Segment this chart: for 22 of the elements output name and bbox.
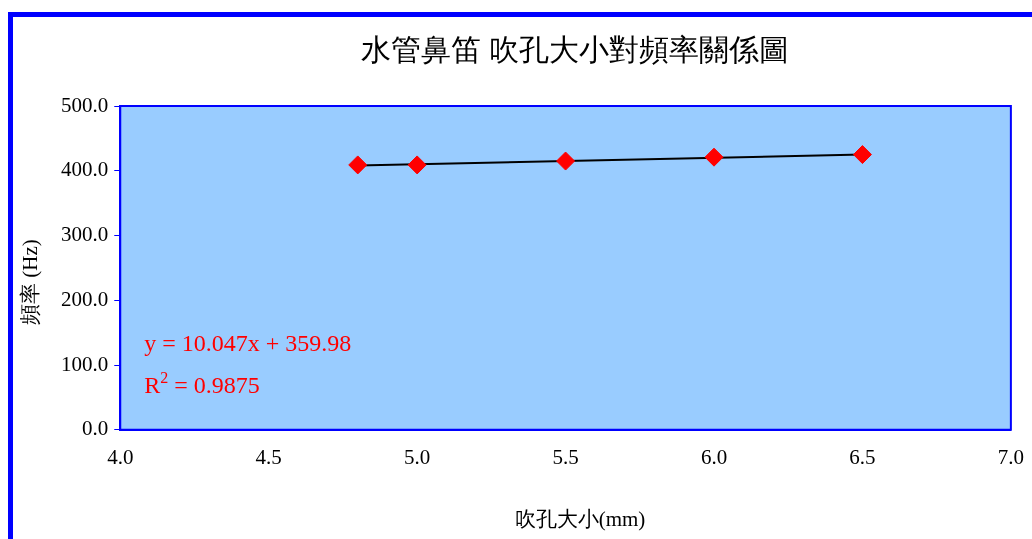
y-axis-title: 頻率 (Hz) [17, 238, 43, 327]
chart-title: 水管鼻笛 吹孔大小對頻率關係圖 [360, 32, 790, 68]
x-tick-label: 6.5 [849, 444, 876, 469]
x-tick-label: 7.0 [997, 444, 1024, 469]
point [348, 155, 368, 175]
y-tick-label: 500.0 [61, 92, 109, 117]
point [704, 147, 724, 167]
x-tick-label: 6.0 [700, 444, 728, 469]
y-tick-label: 300.0 [61, 222, 109, 247]
y-tick-label: 100.0 [61, 351, 109, 376]
y-tick-label: 200.0 [61, 286, 109, 311]
point [852, 145, 872, 165]
annotation: y = 10.047x + 359.98 [144, 330, 352, 356]
x-tick-label: 5.0 [404, 444, 431, 469]
y-tick-label: 400.0 [61, 157, 109, 182]
point [407, 155, 427, 175]
point [556, 151, 576, 171]
x-tick-label: 4.0 [107, 444, 134, 469]
x-tick-label: 4.5 [255, 444, 282, 469]
x-tick-label: 5.5 [552, 444, 579, 469]
x-axis-title: 吹孔大小(mm) [513, 506, 647, 533]
y-tick-label: 0.0 [82, 416, 109, 441]
